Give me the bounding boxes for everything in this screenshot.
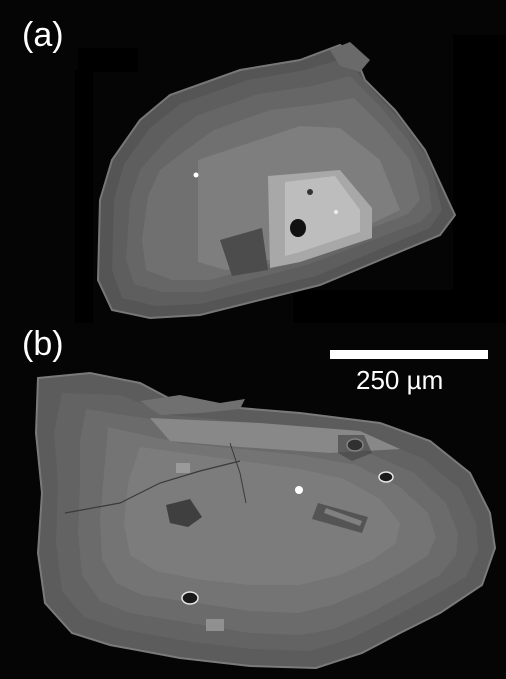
crystal-a-image: [75, 35, 506, 323]
scale-bar: [330, 350, 488, 359]
panel-a-label: (a): [22, 16, 64, 54]
micrograph-panel-a: (a): [0, 0, 506, 323]
panel-b-label: (b): [22, 325, 64, 363]
crystal-b-image: [34, 371, 497, 670]
micrograph-panel-b: (b) 250 µm: [0, 323, 506, 679]
scale-bar-label: 250 µm: [356, 365, 444, 395]
